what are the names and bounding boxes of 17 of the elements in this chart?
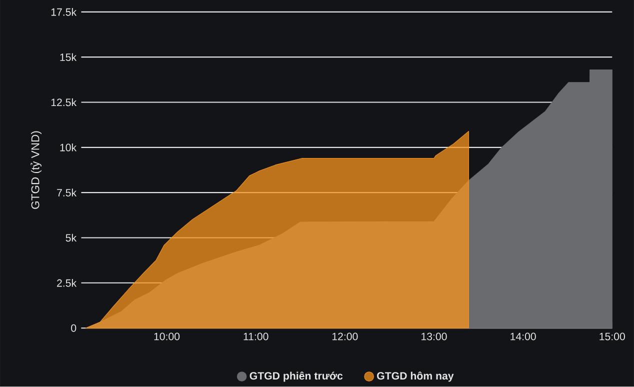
x-tick-label: 10:00: [154, 332, 180, 340]
x-tick-label: 15:00: [600, 332, 625, 340]
y-tick-label: 5k: [66, 234, 77, 242]
y-tick-label: 7.5k: [57, 188, 77, 197]
y-tick-label: 10k: [60, 144, 77, 152]
y-axis-title: GTGD (tỷ VND): [30, 131, 42, 209]
legend-label: GTGD hôm nay: [377, 372, 454, 382]
y-tick-label: 12.5k: [51, 98, 77, 106]
y-tick-label: 0: [71, 324, 76, 332]
y-tick-label: 17.5k: [51, 8, 77, 16]
x-tick-label: 11:00: [244, 332, 268, 340]
x-tick-label: 14:00: [510, 332, 536, 340]
x-tick-label: 13:00: [422, 332, 447, 340]
y-tick-label: 15k: [60, 53, 77, 62]
legend-label: GTGD phiên trước: [250, 372, 343, 382]
x-tick-label: 12:00: [332, 332, 358, 340]
y-tick-label: 2.5k: [57, 279, 77, 287]
